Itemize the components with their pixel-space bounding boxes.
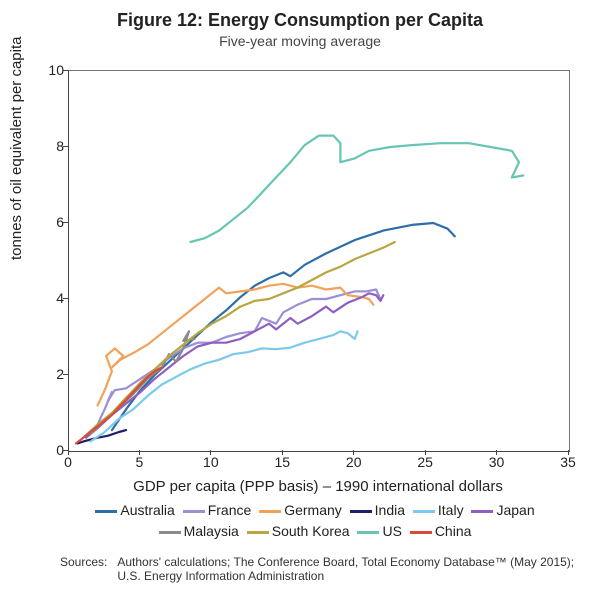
y-tick-label: 8 <box>36 138 64 154</box>
series-line-us <box>190 136 523 242</box>
legend-label: Italy <box>438 502 464 518</box>
legend-label: US <box>382 523 401 539</box>
x-tick-label: 0 <box>64 454 72 470</box>
chart-title: Figure 12: Energy Consumption per Capita <box>0 0 600 31</box>
figure-container: Figure 12: Energy Consumption per Capita… <box>0 0 600 610</box>
x-tick <box>568 450 569 455</box>
y-tick <box>63 70 68 71</box>
chart-lines <box>69 71 569 451</box>
x-tick-label: 35 <box>560 454 576 470</box>
legend-label: Malaysia <box>184 523 239 539</box>
legend-label: Germany <box>284 502 342 518</box>
legend-label: France <box>208 502 252 518</box>
legend-item-china: China <box>410 521 472 542</box>
x-tick-label: 30 <box>489 454 505 470</box>
x-tick <box>282 450 283 455</box>
legend-swatch <box>259 510 281 513</box>
y-tick <box>63 374 68 375</box>
legend-label: China <box>435 523 472 539</box>
x-tick-label: 15 <box>274 454 290 470</box>
legend-swatch <box>159 531 181 534</box>
legend-item-south-korea: South Korea <box>247 521 350 542</box>
y-tick <box>63 146 68 147</box>
sources-label: Sources: <box>60 555 117 583</box>
y-tick-label: 4 <box>36 290 64 306</box>
series-line-japan <box>86 293 383 437</box>
x-tick <box>139 450 140 455</box>
plot-area <box>68 70 570 452</box>
legend: Australia France Germany India Italy Jap… <box>60 500 570 542</box>
legend-swatch <box>471 510 493 513</box>
legend-item-australia: Australia <box>95 500 174 521</box>
legend-swatch <box>95 510 117 513</box>
x-tick <box>425 450 426 455</box>
y-axis-label: tonnes of oil equivalent per capita <box>8 37 25 260</box>
y-tick-label: 6 <box>36 214 64 230</box>
sources-block: Sources: Authors' calculations; The Conf… <box>60 555 580 583</box>
legend-swatch <box>410 531 432 534</box>
legend-item-france: France <box>183 500 252 521</box>
y-tick <box>63 222 68 223</box>
x-tick <box>496 450 497 455</box>
sources-text: Authors' calculations; The Conference Bo… <box>117 555 580 583</box>
legend-item-us: US <box>357 521 401 542</box>
legend-label: Japan <box>496 502 534 518</box>
legend-swatch <box>350 510 372 513</box>
legend-item-italy: Italy <box>413 500 464 521</box>
legend-swatch <box>357 531 379 534</box>
y-tick-label: 0 <box>36 442 64 458</box>
legend-swatch <box>183 510 205 513</box>
y-tick-label: 10 <box>36 62 64 78</box>
x-tick-label: 20 <box>346 454 362 470</box>
legend-label: South Korea <box>272 523 350 539</box>
x-tick-label: 25 <box>417 454 433 470</box>
legend-swatch <box>247 531 269 534</box>
legend-item-india: India <box>350 500 405 521</box>
legend-item-malaysia: Malaysia <box>159 521 239 542</box>
legend-label: India <box>375 502 405 518</box>
series-line-australia <box>112 223 455 430</box>
x-axis-label: GDP per capita (PPP basis) – 1990 intern… <box>68 478 568 495</box>
x-tick <box>210 450 211 455</box>
legend-label: Australia <box>120 502 174 518</box>
x-tick-label: 10 <box>203 454 219 470</box>
x-tick <box>353 450 354 455</box>
legend-swatch <box>413 510 435 513</box>
y-tick-label: 2 <box>36 366 64 382</box>
x-tick <box>68 450 69 455</box>
chart-subtitle: Five-year moving average <box>0 33 600 49</box>
y-tick <box>63 298 68 299</box>
x-tick-label: 5 <box>136 454 144 470</box>
legend-item-japan: Japan <box>471 500 534 521</box>
legend-item-germany: Germany <box>259 500 342 521</box>
